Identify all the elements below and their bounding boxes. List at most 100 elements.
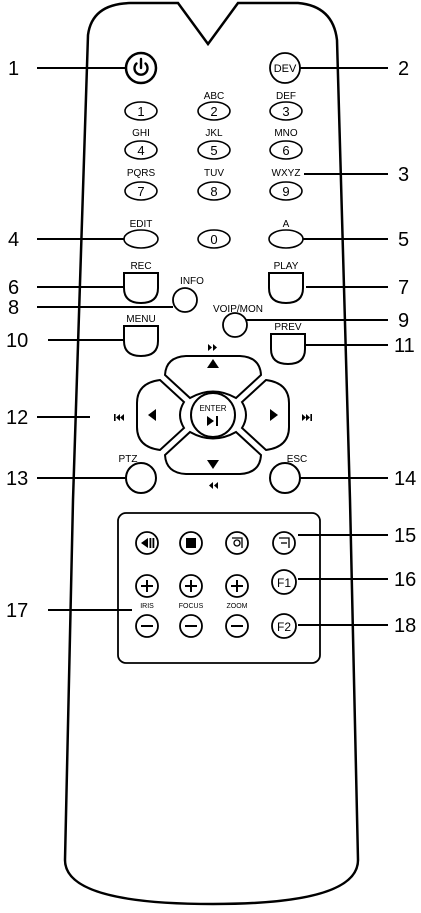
key-4-letters: GHI	[132, 128, 150, 139]
key-2-letters: ABC	[204, 91, 225, 102]
prev-button[interactable]	[270, 333, 306, 366]
esc-button[interactable]	[269, 462, 301, 494]
callout-9: 9	[398, 310, 409, 332]
svg-text:1: 1	[137, 104, 144, 119]
key-7-letters: PQRS	[127, 168, 156, 179]
prev-label: PREV	[274, 322, 302, 333]
svg-text:2: 2	[210, 104, 217, 119]
callout-8: 8	[8, 297, 19, 319]
slow-play-icon	[141, 538, 155, 548]
key-5-letters: JKL	[205, 128, 223, 139]
svg-text:4: 4	[137, 143, 144, 158]
key-1[interactable]: 1	[124, 101, 158, 121]
callout-5: 5	[398, 229, 409, 251]
dpad-down-button[interactable]	[163, 430, 263, 475]
ptz-button[interactable]	[125, 462, 157, 494]
skip-next-icon	[302, 414, 312, 421]
numeric-keypad: ABC DEF 1 2 3 GHI JKL MNO 4 5 6 PQRS	[124, 91, 303, 201]
callout-1: 1	[8, 58, 19, 80]
enter-button[interactable]: ENTER	[190, 392, 236, 438]
iris-label: IRIS	[140, 603, 154, 610]
rewind-icon	[209, 482, 218, 489]
stop-button[interactable]	[179, 531, 203, 555]
callout-13: 13	[6, 468, 28, 490]
iris-plus-button[interactable]	[135, 574, 159, 598]
slow-play-button[interactable]	[135, 531, 159, 555]
control-panel	[117, 512, 321, 664]
focus-minus-button[interactable]	[179, 614, 203, 638]
aux-button-2[interactable]	[272, 531, 296, 555]
callout-3: 3	[398, 164, 409, 186]
info-label: INFO	[180, 276, 204, 287]
play-label: PLAY	[274, 261, 299, 272]
zoom-minus-button[interactable]	[225, 614, 249, 638]
play-button[interactable]	[268, 272, 304, 305]
arrow-down-icon	[207, 460, 219, 469]
menu-button[interactable]	[123, 325, 159, 358]
leader-lines	[37, 67, 388, 626]
callout-15: 15	[394, 525, 416, 547]
focus-plus-button[interactable]	[179, 574, 203, 598]
key-9[interactable]: 9	[269, 181, 303, 201]
svg-text:6: 6	[282, 143, 289, 158]
zoom-plus-button[interactable]	[225, 574, 249, 598]
key-8[interactable]: 8	[197, 181, 231, 201]
menu-label: MENU	[126, 314, 155, 325]
a-button[interactable]	[268, 229, 304, 249]
focus-label: FOCUS	[179, 603, 204, 610]
esc-label: ESC	[287, 454, 308, 465]
stop-icon	[186, 538, 196, 548]
key-5[interactable]: 5	[197, 140, 231, 160]
f2-label: F2	[277, 620, 291, 634]
callout-11: 11	[394, 335, 415, 357]
key-6[interactable]: 6	[269, 140, 303, 160]
aux-1-icon	[232, 537, 243, 548]
f1-button[interactable]: F1	[271, 569, 297, 595]
key-8-letters: TUV	[204, 168, 224, 179]
key-2[interactable]: 2	[197, 101, 231, 121]
callout-10: 10	[6, 330, 28, 352]
edit-button[interactable]	[123, 229, 159, 249]
key-4[interactable]: 4	[124, 140, 158, 160]
dpad-up-button[interactable]	[163, 355, 263, 400]
aux-button-1[interactable]	[225, 531, 249, 555]
voip-mon-button[interactable]	[222, 312, 248, 338]
play-pause-icon	[207, 416, 218, 426]
key-3[interactable]: 3	[269, 101, 303, 121]
dpad-right-button[interactable]	[240, 378, 290, 452]
zoom-label: ZOOM	[227, 603, 248, 610]
callout-4: 4	[8, 229, 19, 251]
power-button[interactable]	[124, 51, 158, 85]
svg-text:3: 3	[282, 104, 289, 119]
callout-12: 12	[6, 407, 28, 429]
arrow-right-icon	[270, 409, 278, 421]
info-button[interactable]	[172, 287, 198, 313]
svg-text:7: 7	[137, 184, 144, 199]
key-3-letters: DEF	[276, 91, 296, 102]
callout-18: 18	[394, 615, 416, 637]
callout-2: 2	[398, 58, 409, 80]
svg-text:9: 9	[282, 184, 289, 199]
iris-minus-button[interactable]	[135, 614, 159, 638]
dev-button[interactable]: DEV	[269, 52, 301, 84]
dev-label: DEV	[274, 63, 297, 75]
callout-17: 17	[6, 600, 28, 622]
key-9-letters: WXYZ	[272, 168, 301, 179]
edit-label: EDIT	[130, 219, 153, 230]
callout-16: 16	[394, 569, 416, 591]
key-7[interactable]: 7	[124, 181, 158, 201]
f2-button[interactable]: F2	[271, 613, 297, 639]
key-0[interactable]: 0	[197, 229, 231, 249]
rec-button[interactable]	[123, 272, 159, 305]
voip-mon-label: VOIP/MON	[213, 304, 263, 315]
fast-forward-icon	[208, 344, 217, 351]
callout-6: 6	[8, 277, 19, 299]
enter-label: ENTER	[199, 404, 226, 413]
arrow-up-icon	[207, 359, 219, 368]
power-icon	[133, 57, 149, 76]
arrow-left-icon	[148, 409, 156, 421]
plus-icon	[185, 580, 197, 592]
svg-text:8: 8	[210, 184, 217, 199]
dpad-left-button[interactable]	[136, 378, 186, 452]
